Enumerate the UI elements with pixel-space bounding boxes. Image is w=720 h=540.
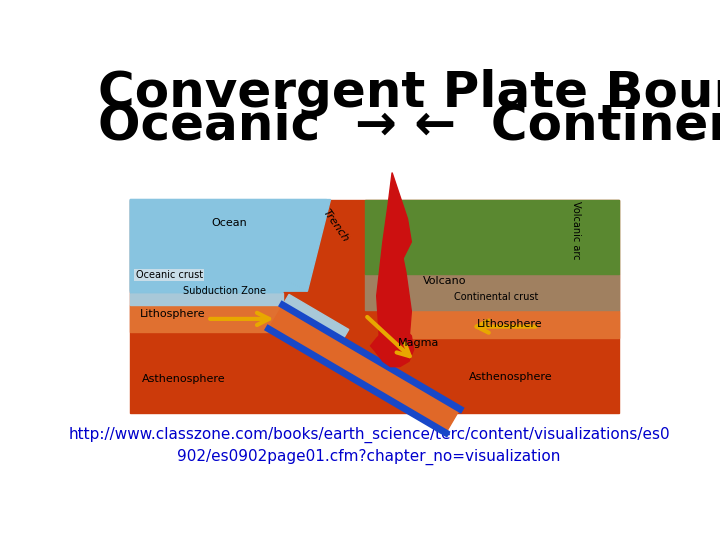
Text: Continental crust: Continental crust (454, 292, 538, 302)
Text: Lithosphere: Lithosphere (477, 319, 542, 329)
Text: Oceanic  → ←  Continental: Oceanic → ← Continental (98, 102, 720, 150)
Polygon shape (130, 200, 330, 291)
Polygon shape (383, 242, 411, 359)
Polygon shape (365, 274, 619, 309)
Polygon shape (130, 293, 283, 305)
Polygon shape (377, 173, 411, 357)
Polygon shape (365, 200, 619, 274)
Polygon shape (269, 305, 460, 433)
Text: Trench: Trench (321, 207, 351, 244)
Text: Volcanic arc: Volcanic arc (571, 201, 581, 259)
Text: http://www.classzone.com/books/earth_science/terc/content/visualizations/es0
902: http://www.classzone.com/books/earth_sci… (68, 427, 670, 465)
Text: Asthenosphere: Asthenosphere (469, 373, 553, 382)
Text: Convergent Plate Boundary:: Convergent Plate Boundary: (98, 69, 720, 117)
Polygon shape (130, 305, 283, 332)
Text: Volcano: Volcano (423, 276, 467, 286)
Polygon shape (130, 200, 327, 293)
Text: Lithosphere: Lithosphere (140, 308, 205, 319)
Text: Subduction Zone: Subduction Zone (183, 286, 266, 296)
Polygon shape (371, 327, 414, 367)
Polygon shape (130, 200, 307, 291)
Text: Magma: Magma (398, 338, 440, 348)
Polygon shape (130, 200, 619, 413)
Text: Asthenosphere: Asthenosphere (142, 374, 225, 384)
Polygon shape (283, 294, 348, 340)
Text: Oceanic crust: Oceanic crust (135, 270, 203, 280)
Polygon shape (392, 311, 619, 338)
Text: Ocean: Ocean (211, 219, 247, 228)
